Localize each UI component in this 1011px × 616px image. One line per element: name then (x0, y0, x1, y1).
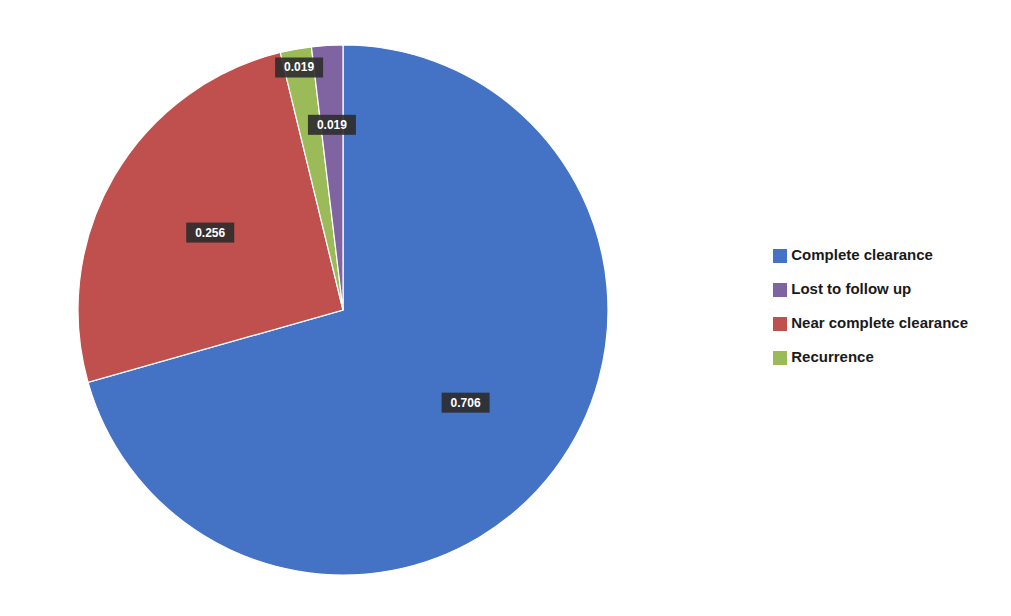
html-text:Complete clearance: Complete clearance (791, 245, 933, 263)
svg-text:0.019: 0.019 (317, 118, 347, 132)
svg-text:0.019: 0.019 (284, 60, 314, 74)
html-text:Recurrence: Recurrence (791, 347, 874, 365)
svg-text:0.706: 0.706 (451, 396, 481, 410)
html-text:Near complete clearance: Near complete clearance (791, 313, 968, 331)
svg-text:0.256: 0.256 (195, 226, 225, 240)
html-text:Lost to follow up: Lost to follow up (791, 279, 912, 297)
